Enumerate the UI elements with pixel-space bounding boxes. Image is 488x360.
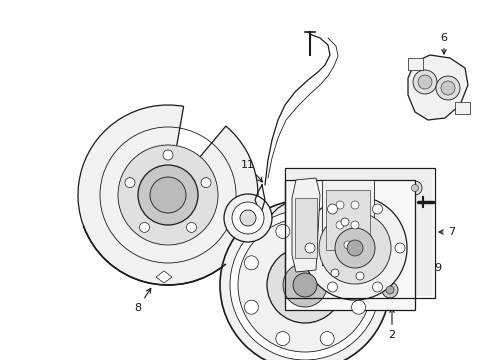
Circle shape: [350, 221, 358, 229]
Circle shape: [412, 70, 436, 94]
Circle shape: [335, 201, 343, 209]
Circle shape: [275, 332, 289, 346]
Circle shape: [327, 282, 337, 292]
Circle shape: [351, 256, 365, 270]
Polygon shape: [289, 188, 313, 210]
Circle shape: [372, 204, 382, 214]
Circle shape: [231, 202, 264, 234]
Bar: [407, 58, 422, 70]
Circle shape: [186, 222, 196, 232]
Circle shape: [340, 218, 348, 226]
Text: 10: 10: [311, 195, 334, 205]
Text: 3: 3: [346, 314, 353, 330]
Circle shape: [275, 224, 289, 238]
Text: 4: 4: [390, 190, 415, 203]
Polygon shape: [156, 271, 172, 283]
Circle shape: [283, 263, 326, 307]
Circle shape: [346, 240, 362, 256]
Text: 8: 8: [134, 288, 150, 313]
Bar: [454, 102, 469, 114]
Circle shape: [394, 243, 404, 253]
Circle shape: [139, 222, 149, 232]
Circle shape: [320, 224, 333, 238]
Circle shape: [440, 81, 454, 95]
Circle shape: [229, 210, 379, 360]
Circle shape: [375, 276, 403, 304]
Bar: [285, 180, 414, 310]
Circle shape: [292, 273, 316, 297]
Circle shape: [125, 177, 135, 188]
Bar: [294, 198, 316, 258]
Circle shape: [407, 181, 421, 195]
Circle shape: [224, 194, 271, 242]
Circle shape: [150, 177, 185, 213]
Text: 9: 9: [424, 257, 441, 273]
Circle shape: [266, 247, 342, 323]
Text: 6: 6: [440, 33, 447, 54]
Circle shape: [163, 150, 173, 160]
Text: 1: 1: [298, 311, 305, 355]
Circle shape: [320, 332, 333, 346]
Circle shape: [240, 210, 256, 226]
Bar: [286, 170, 432, 296]
Circle shape: [305, 243, 314, 253]
Circle shape: [118, 145, 218, 245]
Circle shape: [220, 200, 389, 360]
Circle shape: [330, 269, 338, 277]
Circle shape: [355, 272, 363, 280]
Circle shape: [327, 204, 337, 214]
Circle shape: [318, 212, 390, 284]
Wedge shape: [78, 105, 258, 285]
Circle shape: [334, 228, 374, 268]
Bar: [285, 168, 434, 298]
Circle shape: [435, 76, 459, 100]
Circle shape: [244, 300, 258, 314]
Circle shape: [238, 218, 371, 352]
Circle shape: [343, 241, 351, 249]
Circle shape: [351, 300, 365, 314]
Circle shape: [303, 196, 406, 300]
Text: 11: 11: [241, 160, 262, 182]
Circle shape: [350, 201, 358, 209]
Circle shape: [244, 256, 258, 270]
Text: 2: 2: [387, 308, 395, 340]
Bar: [325, 190, 369, 250]
Circle shape: [372, 282, 382, 292]
Circle shape: [381, 282, 397, 298]
Polygon shape: [291, 178, 319, 272]
Circle shape: [385, 286, 393, 294]
Circle shape: [417, 75, 431, 89]
Circle shape: [411, 185, 418, 192]
Text: 5: 5: [244, 246, 251, 263]
Circle shape: [201, 177, 211, 188]
Circle shape: [335, 221, 343, 229]
Bar: [321, 180, 373, 265]
Polygon shape: [407, 55, 467, 120]
Circle shape: [138, 165, 198, 225]
Text: 7: 7: [438, 227, 455, 237]
